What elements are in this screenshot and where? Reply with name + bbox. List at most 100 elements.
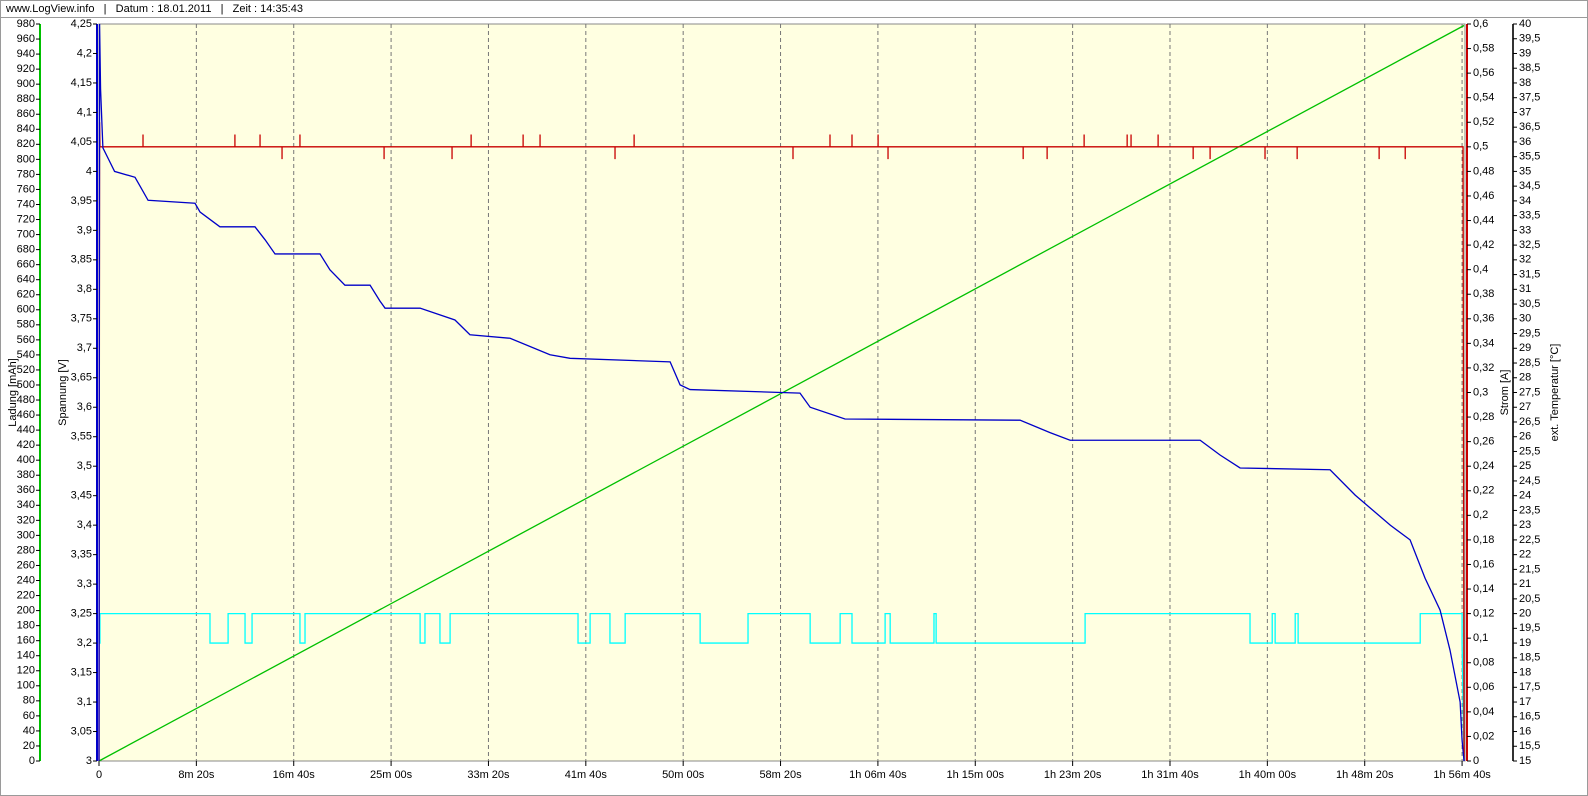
y-tick-label: 0 [1473,755,1479,767]
y-tick-label: 26 [1519,431,1531,443]
y-tick-label: 21,5 [1519,563,1540,575]
y-tick-label: 740 [17,198,35,210]
y-tick-label: 0,3 [1473,386,1488,398]
y-tick-label: 0,18 [1473,534,1494,546]
y-tick-label: 460 [17,409,35,421]
y-tick-label: 0,24 [1473,460,1494,472]
x-tick-label: 41m 40s [565,769,608,781]
y-tick-label: 3 [86,755,92,767]
y-tick-label: 40 [1519,18,1531,30]
x-tick-label: 50m 00s [662,769,705,781]
y-tick-label: 3,55 [71,431,92,443]
y-tick-label: 860 [17,108,35,120]
y-tick-label: 21 [1519,578,1531,590]
x-tick-label: 1h 23m 20s [1044,769,1102,781]
y-tick-label: 32 [1519,254,1531,266]
x-tick-label: 1h 40m 00s [1239,769,1297,781]
series-line [98,24,1465,762]
y-tick-label: 0,38 [1473,288,1494,300]
y-tick-label: 31,5 [1519,268,1540,280]
y-tick-label: 3,95 [71,195,92,207]
y-tick-label: 360 [17,484,35,496]
y-tick-label: 36 [1519,136,1531,148]
y-tick-label: 35,5 [1519,151,1540,163]
x-tick-label: 33m 20s [467,769,510,781]
y-tick-label: 720 [17,213,35,225]
y-tick-label: 27,5 [1519,386,1540,398]
y-tick-label: 920 [17,63,35,75]
y-tick-label: 0,26 [1473,436,1494,448]
y-tick-label: 19,5 [1519,622,1540,634]
y-tick-label: 780 [17,168,35,180]
y-tick-label: 260 [17,559,35,571]
y-tick-label: 0,02 [1473,730,1494,742]
y-tick-label: 36,5 [1519,121,1540,133]
y-tick-label: 4,05 [71,136,92,148]
y-tick-label: 28 [1519,372,1531,384]
y-tick-label: 17,5 [1519,681,1540,693]
x-tick-label: 1h 48m 20s [1336,769,1394,781]
y-tick-label: 620 [17,289,35,301]
y-tick-label: 420 [17,439,35,451]
y-tick-label: 3,2 [77,637,92,649]
y-tick-label: 39,5 [1519,33,1540,45]
y-tick-label: 28,5 [1519,357,1540,369]
y-tick-label: 540 [17,349,35,361]
y-tick-label: 3,25 [71,608,92,620]
y-tick-label: 19 [1519,637,1531,649]
y-tick-label: 100 [17,680,35,692]
y-tick-label: 0,1 [1473,632,1488,644]
y-tick-label: 37 [1519,106,1531,118]
x-tick-label: 58m 20s [759,769,802,781]
y-tick-label: 0,42 [1473,239,1494,251]
y-tick-label: 20 [1519,608,1531,620]
y-tick-label: 0,04 [1473,706,1494,718]
header-title: www.LogView.info | Datum : 18.01.2011 | … [5,3,303,15]
y-tick-label: 800 [17,153,35,165]
y-tick-label: 3,1 [77,696,92,708]
y-tick-label: 33,5 [1519,210,1540,222]
y-tick-label: 20,5 [1519,593,1540,605]
y-tick-label: 38 [1519,77,1531,89]
y-tick-label: 520 [17,364,35,376]
y-tick-label: 0,16 [1473,558,1494,570]
y-tick-label: 23,5 [1519,504,1540,516]
y-tick-label: 320 [17,514,35,526]
y-tick-label: 25,5 [1519,445,1540,457]
y-tick-label: 23 [1519,519,1531,531]
y-tick-label: 560 [17,334,35,346]
y-tick-label: 29,5 [1519,327,1540,339]
y-tick-label: 0,08 [1473,657,1494,669]
y-tick-label: 18,5 [1519,652,1540,664]
y-tick-label: 0,06 [1473,681,1494,693]
y-tick-label: 900 [17,78,35,90]
axis-title: ext. Temperatur [°C] [1549,344,1561,442]
y-tick-label: 680 [17,244,35,256]
y-tick-label: 20 [23,740,35,752]
y-tick-label: 0,58 [1473,42,1494,54]
y-tick-label: 15,5 [1519,740,1540,752]
x-tick-label: 0 [96,769,102,781]
y-tick-label: 640 [17,274,35,286]
y-tick-label: 240 [17,574,35,586]
y-tick-label: 500 [17,379,35,391]
y-tick-label: 29 [1519,342,1531,354]
y-tick-label: 33 [1519,224,1531,236]
y-tick-label: 4 [86,165,92,177]
y-tick-label: 600 [17,304,35,316]
y-tick-label: 30 [1519,313,1531,325]
y-tick-label: 840 [17,123,35,135]
y-tick-label: 40 [23,725,35,737]
y-tick-label: 31 [1519,283,1531,295]
y-tick-label: 0,14 [1473,583,1494,595]
y-tick-label: 3,15 [71,666,92,678]
y-tick-label: 340 [17,499,35,511]
x-tick-label: 16m 40s [273,769,316,781]
y-tick-label: 3,5 [77,460,92,472]
y-tick-label: 200 [17,604,35,616]
y-tick-label: 580 [17,319,35,331]
y-tick-label: 880 [17,93,35,105]
y-tick-label: 380 [17,469,35,481]
y-tick-label: 960 [17,33,35,45]
y-tick-label: 80 [23,695,35,707]
